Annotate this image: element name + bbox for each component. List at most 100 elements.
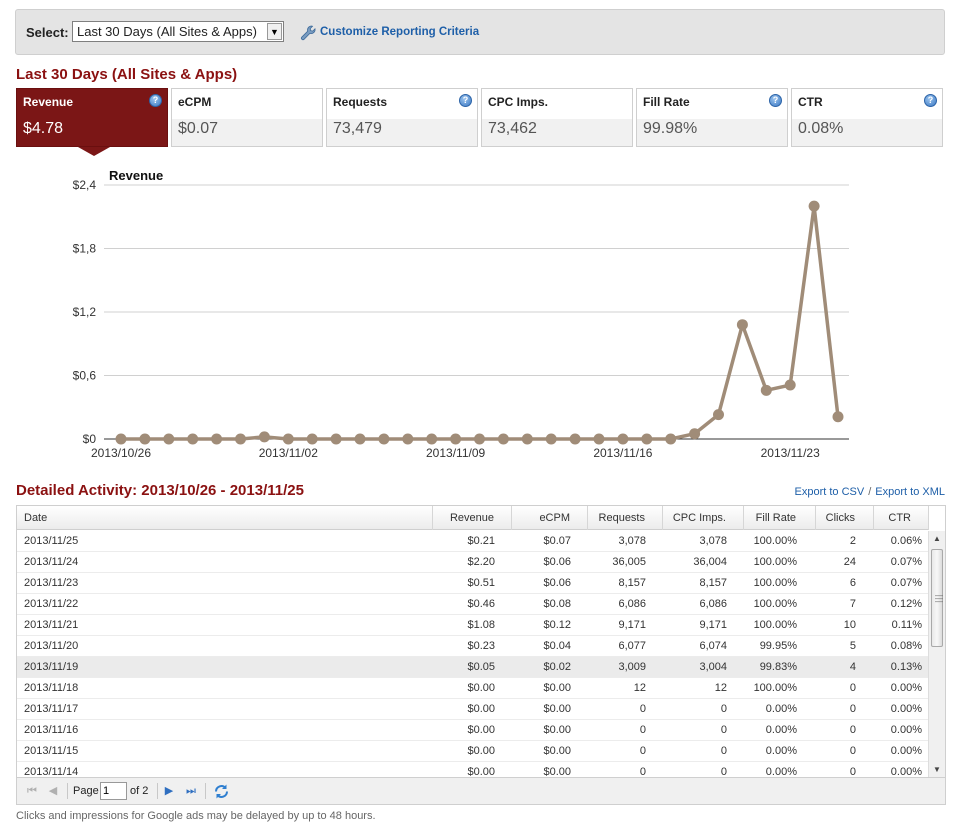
export-links: Export to CSV / Export to XML [795, 486, 945, 498]
cell-requests: 0 [639, 724, 646, 736]
data-point[interactable] [617, 433, 629, 445]
table-row[interactable]: 2013/11/17 $0.00 $0.00 0 0 0.00% 0 0.00% [17, 699, 929, 720]
data-point[interactable] [282, 433, 294, 445]
data-point[interactable] [665, 433, 677, 445]
customize-reporting-link[interactable]: Customize Reporting Criteria [320, 26, 480, 38]
metric-card-ctr[interactable]: CTR ? 0.08% [791, 88, 943, 147]
pager-divider [67, 783, 68, 799]
column-header-revenue[interactable]: Revenue [433, 506, 512, 530]
grip-icon: — — — [935, 591, 943, 606]
data-point[interactable] [593, 433, 605, 445]
metric-card-fill-rate[interactable]: Fill Rate ? 99.98% [636, 88, 788, 147]
table-row[interactable]: 2013/11/25 $0.21 $0.07 3,078 3,078 100.00% 2 0.… [17, 531, 929, 552]
cell-ecpm: $0.00 [543, 724, 571, 736]
cell-requests: 36,005 [612, 556, 646, 568]
cell-revenue: $0.00 [467, 745, 495, 757]
date-range-select[interactable]: Last 30 Days (All Sites & Apps) ▼ [72, 21, 284, 42]
export-separator: / [868, 486, 872, 498]
data-point[interactable] [235, 433, 246, 445]
data-point[interactable] [187, 433, 199, 445]
cell-requests: 3,078 [618, 535, 646, 547]
data-point[interactable] [211, 433, 223, 445]
page-number-input[interactable] [100, 782, 127, 800]
metric-card-ecpm[interactable]: eCPM $0.07 [171, 88, 323, 147]
cell-ecpm: $0.00 [543, 682, 571, 694]
table-scrollbar[interactable]: ▲ — — — ▼ [928, 531, 945, 778]
data-point[interactable] [402, 433, 414, 445]
column-header-fill-rate[interactable]: Fill Rate [744, 506, 816, 530]
export-csv-link[interactable]: Export to CSV [794, 486, 865, 498]
metric-label: CTR [798, 95, 823, 109]
metric-card-revenue[interactable]: Revenue ? $4.78 [16, 88, 168, 147]
cell-ctr: 0.00% [890, 745, 922, 757]
data-point[interactable] [713, 409, 724, 421]
chart-series-revenue [115, 200, 844, 445]
previous-page-icon[interactable]: ◀ [48, 785, 58, 797]
data-point[interactable] [497, 433, 509, 445]
help-icon[interactable]: ? [459, 94, 472, 107]
column-header-ctr[interactable]: CTR [874, 506, 929, 530]
scroll-up-icon[interactable]: ▲ [933, 534, 941, 543]
column-header-date[interactable]: Date [17, 506, 433, 530]
data-point[interactable] [378, 433, 390, 445]
data-point[interactable] [258, 431, 270, 443]
table-row[interactable]: 2013/11/24 $2.20 $0.06 36,005 36,004 100.00% 2… [17, 552, 929, 573]
last-page-icon[interactable]: ⏭ [186, 785, 196, 797]
data-point[interactable] [808, 200, 820, 212]
table-row[interactable]: 2013/11/20 $0.23 $0.04 6,077 6,074 99.95% 5 0.0… [17, 636, 929, 657]
metric-label: Fill Rate [643, 95, 690, 109]
cell-clicks: 4 [849, 661, 856, 673]
table-row[interactable]: 2013/11/23 $0.51 $0.06 8,157 8,157 100.00% 6 0.… [17, 573, 929, 594]
table-row[interactable]: 2013/11/15 $0.00 $0.00 0 0 0.00% 0 0.00% [17, 741, 929, 762]
refresh-icon[interactable] [213, 783, 230, 800]
scrollbar-thumb[interactable]: — — — [931, 549, 943, 647]
chevron-down-icon[interactable]: ▼ [267, 23, 282, 40]
table-row[interactable]: 2013/11/22 $0.46 $0.08 6,086 6,086 100.00% 7 0.… [17, 594, 929, 615]
data-point[interactable] [163, 433, 175, 445]
column-header-clicks[interactable]: Clicks [816, 506, 874, 530]
table-row[interactable]: 2013/11/16 $0.00 $0.00 0 0 0.00% 0 0.00% [17, 720, 929, 741]
next-page-icon[interactable]: ▶ [164, 785, 174, 797]
cell-ecpm: $0.00 [543, 745, 571, 757]
data-point[interactable] [545, 433, 557, 445]
column-header-requests[interactable]: Requests [588, 506, 663, 530]
cell-revenue: $2.20 [467, 556, 495, 568]
footnote: Clicks and impressions for Google ads ma… [16, 810, 376, 822]
column-header-cpc-imps[interactable]: CPC Imps. [663, 506, 744, 530]
cell-date: 2013/11/22 [24, 598, 79, 610]
export-xml-link[interactable]: Export to XML [875, 486, 945, 498]
table-row[interactable]: 2013/11/21 $1.08 $0.12 9,171 9,171 100.00% 10 0… [17, 615, 929, 636]
data-point[interactable] [139, 433, 151, 445]
data-point[interactable] [641, 433, 653, 445]
help-icon[interactable]: ? [769, 94, 782, 107]
cell-cpc-imps: 3,078 [699, 535, 727, 547]
help-icon[interactable]: ? [149, 94, 162, 107]
data-point[interactable] [426, 433, 438, 445]
metric-value: $4.78 [23, 120, 64, 137]
data-point[interactable] [784, 379, 796, 391]
cell-cpc-imps: 36,004 [693, 556, 727, 568]
data-point[interactable] [474, 433, 485, 445]
scroll-down-icon[interactable]: ▼ [933, 765, 941, 774]
data-point[interactable] [736, 319, 748, 331]
first-page-icon[interactable]: ⏮ [27, 785, 37, 797]
table-row[interactable]: 2013/11/18 $0.00 $0.00 12 12 100.00% 0 0.00% [17, 678, 929, 699]
cell-requests: 8,157 [618, 577, 646, 589]
page-label: Page [73, 785, 99, 797]
table-row[interactable]: 2013/11/19 $0.05 $0.02 3,009 3,004 99.83% 4 0.1… [17, 657, 929, 678]
data-point[interactable] [521, 433, 533, 445]
data-point[interactable] [450, 433, 462, 445]
metric-card-cpc-imps[interactable]: CPC Imps. 73,462 [481, 88, 633, 147]
data-point[interactable] [760, 384, 772, 396]
data-point[interactable] [115, 433, 127, 445]
wrench-icon[interactable] [299, 24, 317, 42]
data-point[interactable] [330, 433, 342, 445]
help-icon[interactable]: ? [924, 94, 937, 107]
data-point[interactable] [689, 428, 701, 440]
data-point[interactable] [832, 411, 844, 423]
data-point[interactable] [354, 433, 366, 445]
data-point[interactable] [569, 433, 581, 445]
metric-card-requests[interactable]: Requests ? 73,479 [326, 88, 478, 147]
column-header-ecpm[interactable]: eCPM [512, 506, 588, 530]
data-point[interactable] [306, 433, 318, 445]
